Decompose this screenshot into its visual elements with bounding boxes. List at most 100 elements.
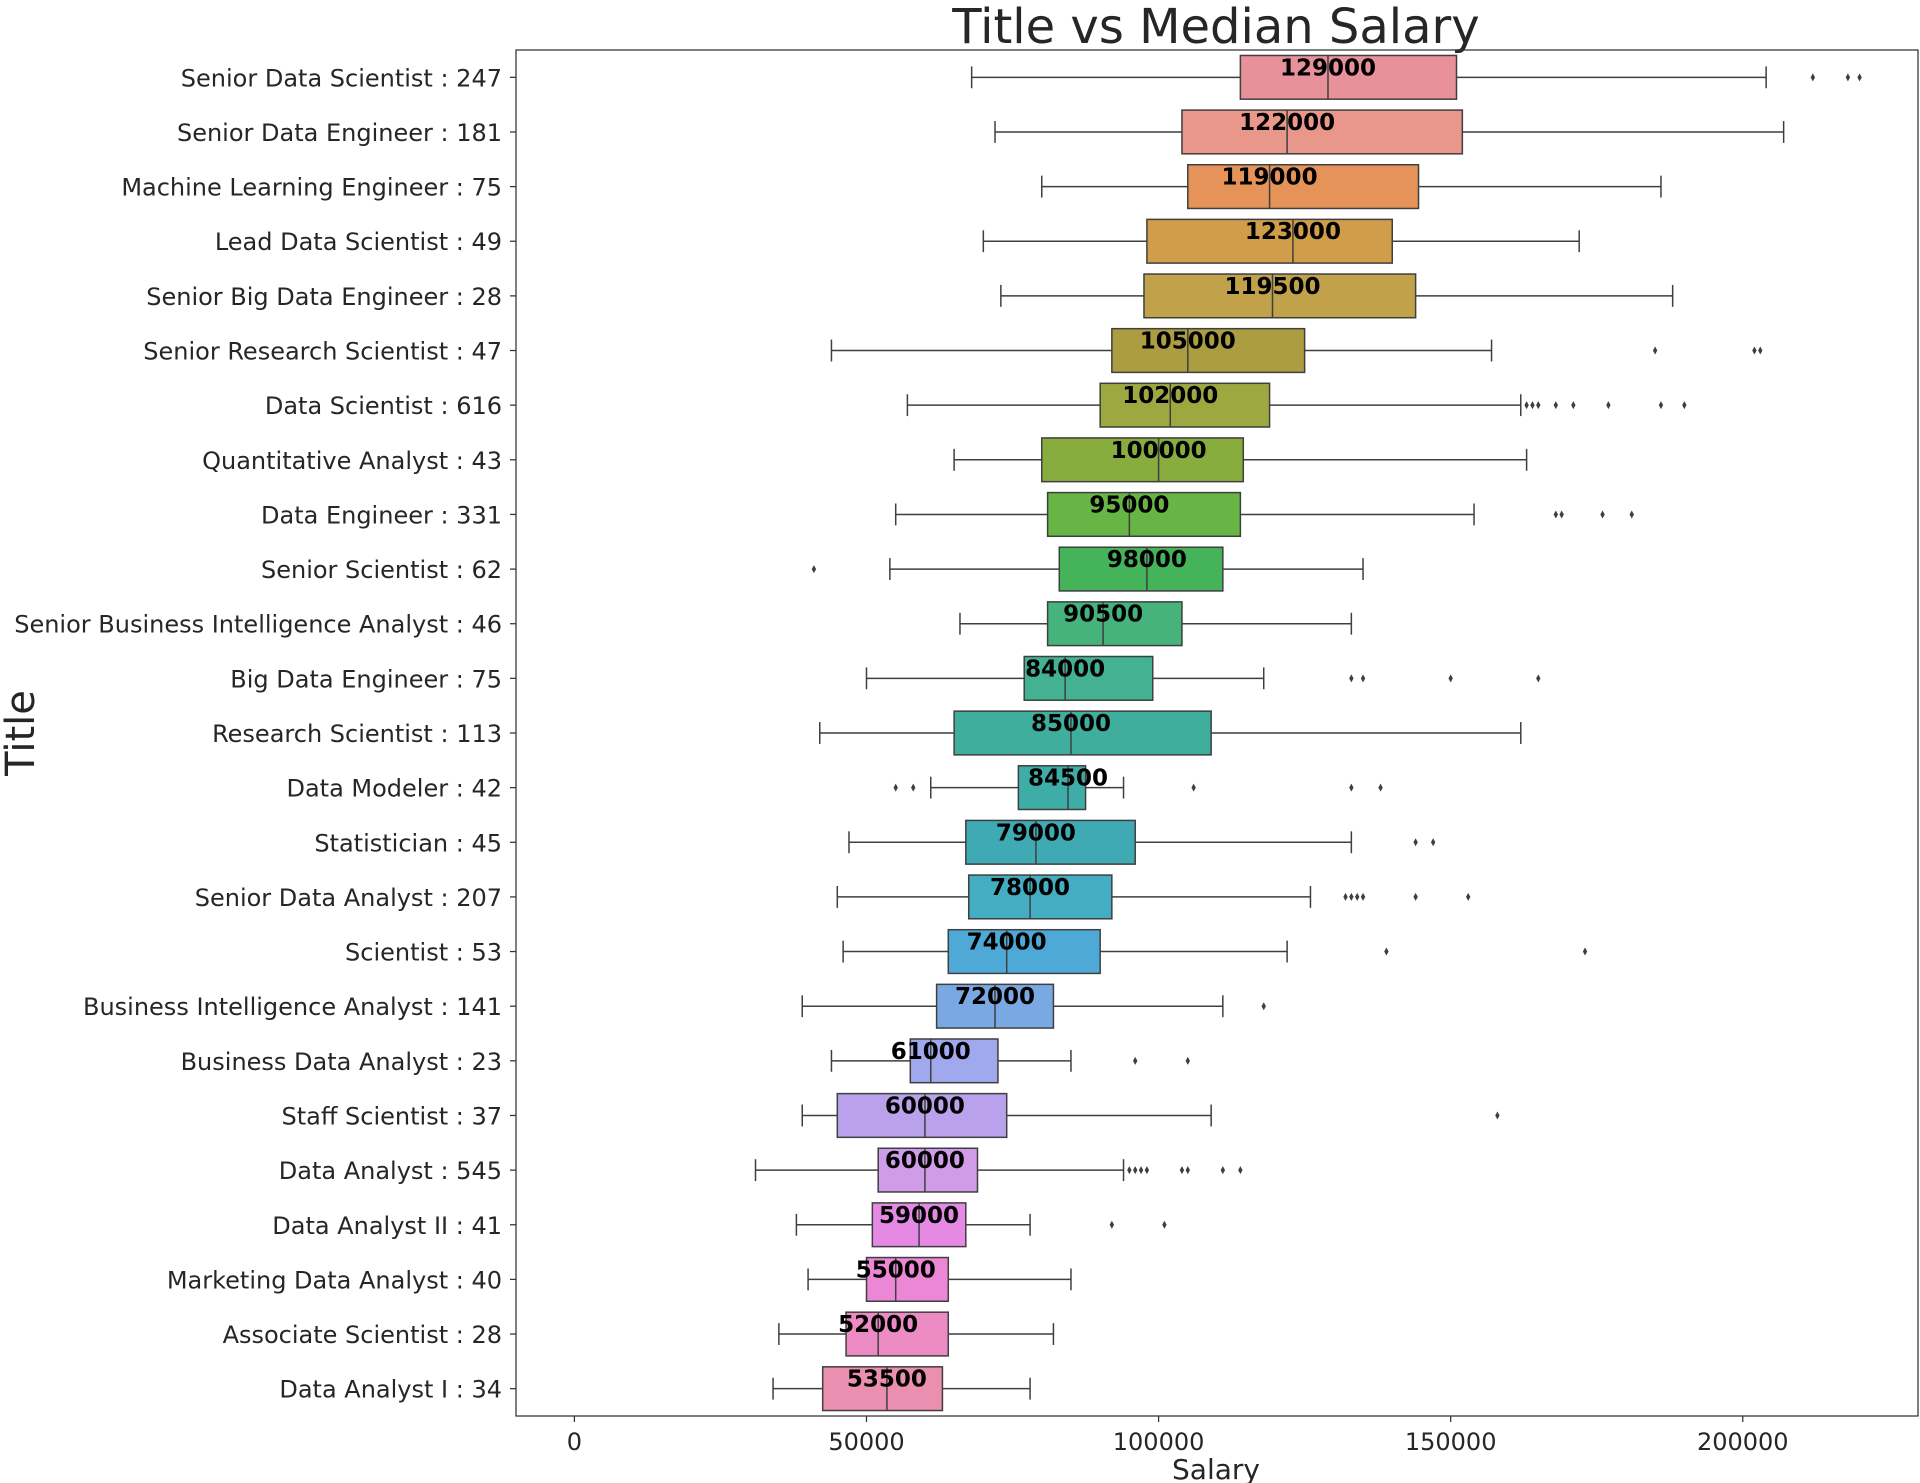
category-tick-label: Data Engineer : 331 bbox=[261, 501, 502, 529]
box-group: 60000 bbox=[754, 1147, 1243, 1193]
box-group: 55000 bbox=[807, 1256, 1072, 1303]
category-tick-label: Business Data Analyst : 23 bbox=[181, 1048, 502, 1076]
category-tick-label: Data Modeler : 42 bbox=[286, 775, 502, 803]
outlier-point bbox=[1360, 674, 1366, 683]
box-group: 90500 bbox=[959, 601, 1353, 647]
outlier-point bbox=[1652, 346, 1658, 355]
outlier-point bbox=[1448, 674, 1453, 683]
outlier-point bbox=[1524, 401, 1529, 410]
box-group: 129000 bbox=[970, 54, 1862, 100]
box-iqr bbox=[1099, 382, 1271, 428]
box-iqr bbox=[1046, 491, 1242, 538]
box-group: 95000 bbox=[894, 491, 1634, 538]
outlier-point bbox=[1191, 783, 1196, 792]
outlier-point bbox=[1378, 783, 1383, 792]
median-value-label: 84500 bbox=[1028, 766, 1108, 792]
box-iqr bbox=[1143, 273, 1417, 319]
box-iqr bbox=[967, 874, 1113, 920]
outlier-point bbox=[1144, 1166, 1150, 1175]
box-iqr bbox=[1046, 601, 1183, 647]
outlier-point bbox=[1413, 838, 1418, 847]
box-iqr bbox=[865, 1256, 950, 1303]
median-value-label: 123000 bbox=[1245, 219, 1341, 245]
box-iqr bbox=[953, 710, 1212, 756]
outlier-point bbox=[1133, 1056, 1138, 1065]
outlier-point bbox=[1857, 73, 1862, 82]
median-value-label: 95000 bbox=[1089, 492, 1169, 518]
outlier-point bbox=[1553, 510, 1559, 519]
outlier-point bbox=[1559, 510, 1564, 519]
outlier-point bbox=[1384, 947, 1389, 956]
median-value-label: 105000 bbox=[1140, 329, 1236, 355]
outlier-point bbox=[1349, 674, 1354, 683]
box-group: 59000 bbox=[795, 1202, 1167, 1248]
median-value-label: 79000 bbox=[996, 820, 1076, 846]
box-iqr bbox=[1146, 218, 1394, 264]
outlier-point bbox=[1810, 73, 1816, 82]
median-value-label: 129000 bbox=[1280, 55, 1376, 81]
median-value-label: 102000 bbox=[1122, 383, 1218, 409]
outlier-point bbox=[1179, 1166, 1185, 1175]
outlier-point bbox=[811, 565, 817, 574]
category-tick-label: Machine Learning Engineer : 75 bbox=[121, 174, 502, 202]
box-group: 105000 bbox=[830, 327, 1763, 374]
category-tick-label: Quantitative Analyst : 43 bbox=[202, 447, 502, 475]
box-iqr bbox=[1181, 109, 1464, 155]
outlier-point bbox=[1349, 783, 1354, 792]
box-iqr bbox=[947, 928, 1101, 975]
median-value-label: 74000 bbox=[967, 930, 1047, 956]
median-value-label: 55000 bbox=[856, 1257, 936, 1283]
box-iqr bbox=[1187, 163, 1420, 210]
median-value-label: 119000 bbox=[1222, 165, 1318, 191]
box-group: 119000 bbox=[1041, 163, 1662, 210]
median-value-label: 78000 bbox=[990, 875, 1070, 901]
box-iqr bbox=[845, 1311, 950, 1357]
outlier-point bbox=[1553, 401, 1559, 410]
median-value-label: 52000 bbox=[838, 1312, 918, 1338]
outlier-point bbox=[1220, 1166, 1226, 1175]
median-value-label: 98000 bbox=[1107, 547, 1187, 573]
outlier-point bbox=[1629, 510, 1634, 519]
outlier-point bbox=[1343, 892, 1348, 901]
box-iqr bbox=[1058, 546, 1224, 592]
box-group: 52000 bbox=[778, 1311, 1055, 1357]
median-value-label: 90500 bbox=[1063, 602, 1143, 628]
box-group: 98000 bbox=[811, 546, 1364, 592]
outlier-point bbox=[1845, 73, 1851, 82]
x-tick-label: 100000 bbox=[1113, 1428, 1205, 1456]
outlier-point bbox=[1133, 1166, 1138, 1175]
box-group: 79000 bbox=[848, 819, 1436, 865]
box-iqr bbox=[1023, 655, 1154, 701]
x-axis-label: Salary bbox=[1172, 1453, 1260, 1483]
box-iqr bbox=[877, 1147, 979, 1193]
outlier-point bbox=[1185, 1056, 1190, 1065]
outlier-point bbox=[1465, 892, 1471, 901]
outlier-point bbox=[1360, 892, 1366, 901]
x-tick-label: 200000 bbox=[1697, 1428, 1789, 1456]
outlier-point bbox=[1162, 1220, 1167, 1229]
outlier-point bbox=[1536, 674, 1541, 683]
median-value-label: 119500 bbox=[1224, 274, 1320, 300]
box-group: 60000 bbox=[801, 1092, 1500, 1139]
median-value-label: 84000 bbox=[1025, 656, 1105, 682]
y-axis-label: Title bbox=[0, 690, 44, 777]
box-group: 123000 bbox=[982, 218, 1580, 264]
outlier-point bbox=[1752, 346, 1757, 355]
box-group: 84000 bbox=[865, 655, 1541, 701]
outlier-point bbox=[1571, 401, 1576, 410]
category-tick-label: Research Scientist : 113 bbox=[212, 720, 502, 748]
box-iqr bbox=[836, 1092, 1008, 1139]
median-value-label: 53500 bbox=[847, 1367, 927, 1393]
median-value-label: 122000 bbox=[1239, 110, 1335, 136]
outlier-point bbox=[1682, 401, 1687, 410]
box-group: 85000 bbox=[819, 710, 1522, 756]
box-group: 122000 bbox=[994, 109, 1785, 155]
category-tick-label: Staff Scientist : 37 bbox=[282, 1102, 502, 1130]
outlier-point bbox=[1127, 1166, 1132, 1175]
outlier-point bbox=[1530, 401, 1535, 410]
category-tick-label: Senior Data Engineer : 181 bbox=[177, 119, 502, 147]
box-group: 102000 bbox=[906, 382, 1687, 428]
outlier-point bbox=[1138, 1166, 1144, 1175]
category-tick-label: Data Scientist : 616 bbox=[265, 392, 502, 420]
